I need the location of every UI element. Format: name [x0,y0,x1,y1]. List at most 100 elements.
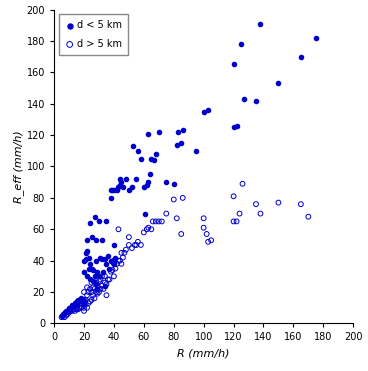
d < 5 km [89,266,95,272]
d > 5 km [89,280,95,286]
d > 5 km [123,247,129,253]
d > 5 km [95,283,100,289]
d > 5 km [153,219,159,224]
d < 5 km [110,187,116,193]
d < 5 km [145,179,151,185]
d < 5 km [81,258,87,264]
d > 5 km [150,219,156,224]
d < 5 km [92,273,98,279]
d < 5 km [103,219,109,224]
d < 5 km [174,142,180,148]
d > 5 km [113,266,118,272]
d < 5 km [163,179,169,185]
d < 5 km [71,303,77,309]
d > 5 km [118,250,124,256]
d > 5 km [171,197,177,203]
d > 5 km [108,269,114,275]
d > 5 km [116,226,121,232]
d > 5 km [100,286,106,292]
d > 5 km [201,225,206,231]
d < 5 km [86,266,92,272]
d > 5 km [98,276,103,282]
d > 5 km [81,302,87,308]
d < 5 km [84,248,90,254]
d < 5 km [178,140,184,146]
d > 5 km [66,309,72,315]
d > 5 km [89,289,95,295]
d > 5 km [103,281,109,287]
d < 5 km [141,184,147,190]
d < 5 km [78,299,84,305]
d < 5 km [145,131,151,137]
d < 5 km [231,62,237,68]
d < 5 km [95,269,100,275]
d > 5 km [132,242,138,248]
d > 5 km [102,280,108,286]
d > 5 km [111,258,117,264]
d > 5 km [96,278,102,284]
d > 5 km [114,261,120,267]
d > 5 km [258,211,263,217]
d < 5 km [114,187,120,193]
d > 5 km [81,297,87,303]
d < 5 km [98,255,103,260]
d > 5 km [141,229,147,235]
d < 5 km [96,219,102,224]
d > 5 km [110,267,116,273]
d > 5 km [95,290,100,296]
d > 5 km [92,286,98,292]
d < 5 km [258,21,263,27]
d < 5 km [205,107,211,113]
d < 5 km [74,299,79,305]
d > 5 km [82,297,88,303]
d > 5 km [77,305,82,311]
d > 5 km [93,289,99,295]
d < 5 km [100,269,106,275]
d > 5 km [148,226,154,232]
d < 5 km [111,187,117,193]
d > 5 km [276,200,282,206]
d > 5 km [204,231,210,237]
d > 5 km [90,292,96,298]
d > 5 km [174,215,180,221]
d < 5 km [63,308,69,314]
d < 5 km [106,266,112,272]
d < 5 km [298,54,304,60]
d < 5 km [82,250,88,256]
d < 5 km [82,256,88,262]
d > 5 km [59,314,64,320]
d > 5 km [92,295,98,301]
d < 5 km [108,187,114,193]
d < 5 km [153,151,159,157]
d > 5 km [65,311,71,317]
d < 5 km [171,181,177,187]
d > 5 km [62,314,68,320]
d < 5 km [69,302,75,308]
d < 5 km [95,286,100,292]
d < 5 km [75,299,81,305]
d < 5 km [201,109,206,115]
d > 5 km [234,219,240,224]
d > 5 km [159,219,165,224]
d > 5 km [120,255,126,260]
d < 5 km [102,256,108,262]
d > 5 km [90,285,96,290]
d < 5 km [134,176,139,182]
d > 5 km [116,258,121,264]
d < 5 km [74,302,79,308]
d > 5 km [96,289,102,295]
d > 5 km [86,300,92,306]
d > 5 km [106,276,112,282]
Y-axis label: R_eff (mm/h): R_eff (mm/h) [13,130,24,203]
d > 5 km [74,305,79,311]
d > 5 km [144,226,150,232]
d < 5 km [148,156,154,162]
d < 5 km [241,96,247,102]
d < 5 km [96,273,102,279]
d < 5 km [234,123,240,129]
d > 5 km [86,289,92,295]
d > 5 km [134,242,139,248]
d > 5 km [118,261,124,267]
d < 5 km [108,258,114,264]
d < 5 km [99,256,105,262]
